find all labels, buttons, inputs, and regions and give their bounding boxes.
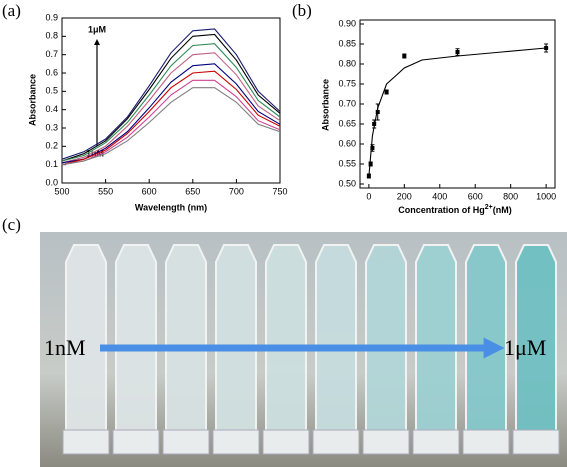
y-tick-label: 0.0 xyxy=(45,177,58,187)
panel-label: (b) xyxy=(292,1,312,20)
x-axis-label-part: (nM) xyxy=(493,205,512,215)
x-tick-label: 0 xyxy=(366,191,371,201)
fit-line xyxy=(368,47,547,177)
vial-cap xyxy=(462,429,510,455)
spectrum-line xyxy=(61,63,281,164)
spectrum-line xyxy=(61,52,281,164)
plot-frame xyxy=(359,19,556,189)
data-point xyxy=(368,162,373,166)
end-label: 1μM xyxy=(504,335,546,360)
photo: 1nM 1μM xyxy=(40,232,567,467)
y-tick-label: 0.50 xyxy=(338,178,356,188)
y-tick-label: 0.55 xyxy=(338,158,356,168)
vial-cap xyxy=(362,429,410,455)
data-point xyxy=(366,174,371,178)
spectrum-line xyxy=(61,43,281,162)
y-tick-label: 0.75 xyxy=(338,78,356,88)
data-point xyxy=(544,46,549,50)
x-axis-label-part: 2+ xyxy=(485,204,493,211)
vial xyxy=(115,244,157,441)
x-tick-label: 1000 xyxy=(536,191,556,201)
spectrum-line xyxy=(61,70,281,166)
y-tick-label: 0.2 xyxy=(45,141,58,151)
y-tick-label: 0.85 xyxy=(338,38,356,48)
vial-cap xyxy=(412,429,460,455)
x-tick-label: 200 xyxy=(397,191,412,201)
y-tick-label: 0.8 xyxy=(45,31,58,41)
vial-cap xyxy=(312,429,360,455)
x-axis-label: Concentration of Hg2+(nM) xyxy=(398,204,511,216)
x-axis-label: Wavelength (nm) xyxy=(135,202,207,212)
data-point xyxy=(375,110,380,114)
vial-cap xyxy=(512,429,560,455)
data-point xyxy=(384,90,389,94)
vial xyxy=(265,244,307,441)
vial-cap xyxy=(62,429,110,455)
start-label: 1nM xyxy=(44,335,86,360)
data-point xyxy=(402,54,407,58)
x-tick-label: 700 xyxy=(229,186,244,196)
plot-frame xyxy=(61,17,281,184)
y-tick-label: 0.6 xyxy=(45,67,58,77)
vial-cap xyxy=(162,429,210,455)
y-axis-label: Absorbance xyxy=(27,74,37,126)
y-tick-label: 0.5 xyxy=(45,86,58,96)
vial xyxy=(215,244,257,441)
x-tick-label: 500 xyxy=(54,186,69,196)
spectrum-line xyxy=(61,28,281,160)
y-tick-label: 0.70 xyxy=(338,98,356,108)
y-tick-label: 0.7 xyxy=(45,49,58,59)
x-tick-label: 650 xyxy=(185,186,200,196)
x-tick-label: 550 xyxy=(98,186,113,196)
x-tick-label: 800 xyxy=(503,191,518,201)
vial-cap xyxy=(212,429,260,455)
y-tick-label: 0.3 xyxy=(45,122,58,132)
vial xyxy=(315,244,357,441)
vial-cap xyxy=(112,429,160,455)
vial xyxy=(165,244,207,441)
panel-label: (a) xyxy=(2,1,21,20)
spectrum-line xyxy=(61,87,281,166)
x-tick-label: 400 xyxy=(432,191,447,201)
vial xyxy=(465,244,507,441)
x-axis-label-part: Concentration of Hg xyxy=(398,205,485,215)
vials xyxy=(62,244,560,455)
panel-label: (c) xyxy=(2,215,21,234)
y-tick-label: 0.4 xyxy=(45,104,58,114)
data-point xyxy=(370,146,375,150)
annotation: 1μM xyxy=(88,24,106,34)
vial xyxy=(415,244,457,441)
y-axis-label: Absorbance xyxy=(320,79,330,131)
spectrum-line xyxy=(61,33,281,162)
vial-cap xyxy=(262,429,310,455)
data-point xyxy=(455,50,460,54)
spectrum-line xyxy=(61,79,281,166)
y-tick-label: 0.60 xyxy=(338,138,356,148)
y-tick-label: 0.9 xyxy=(45,12,58,22)
y-tick-label: 0.65 xyxy=(338,118,356,128)
vial xyxy=(365,244,407,441)
x-tick-label: 600 xyxy=(468,191,483,201)
x-tick-label: 600 xyxy=(142,186,157,196)
y-tick-label: 0.90 xyxy=(338,18,356,28)
x-tick-label: 750 xyxy=(272,186,287,196)
y-tick-label: 0.80 xyxy=(338,58,356,68)
y-tick-label: 0.1 xyxy=(45,159,58,169)
